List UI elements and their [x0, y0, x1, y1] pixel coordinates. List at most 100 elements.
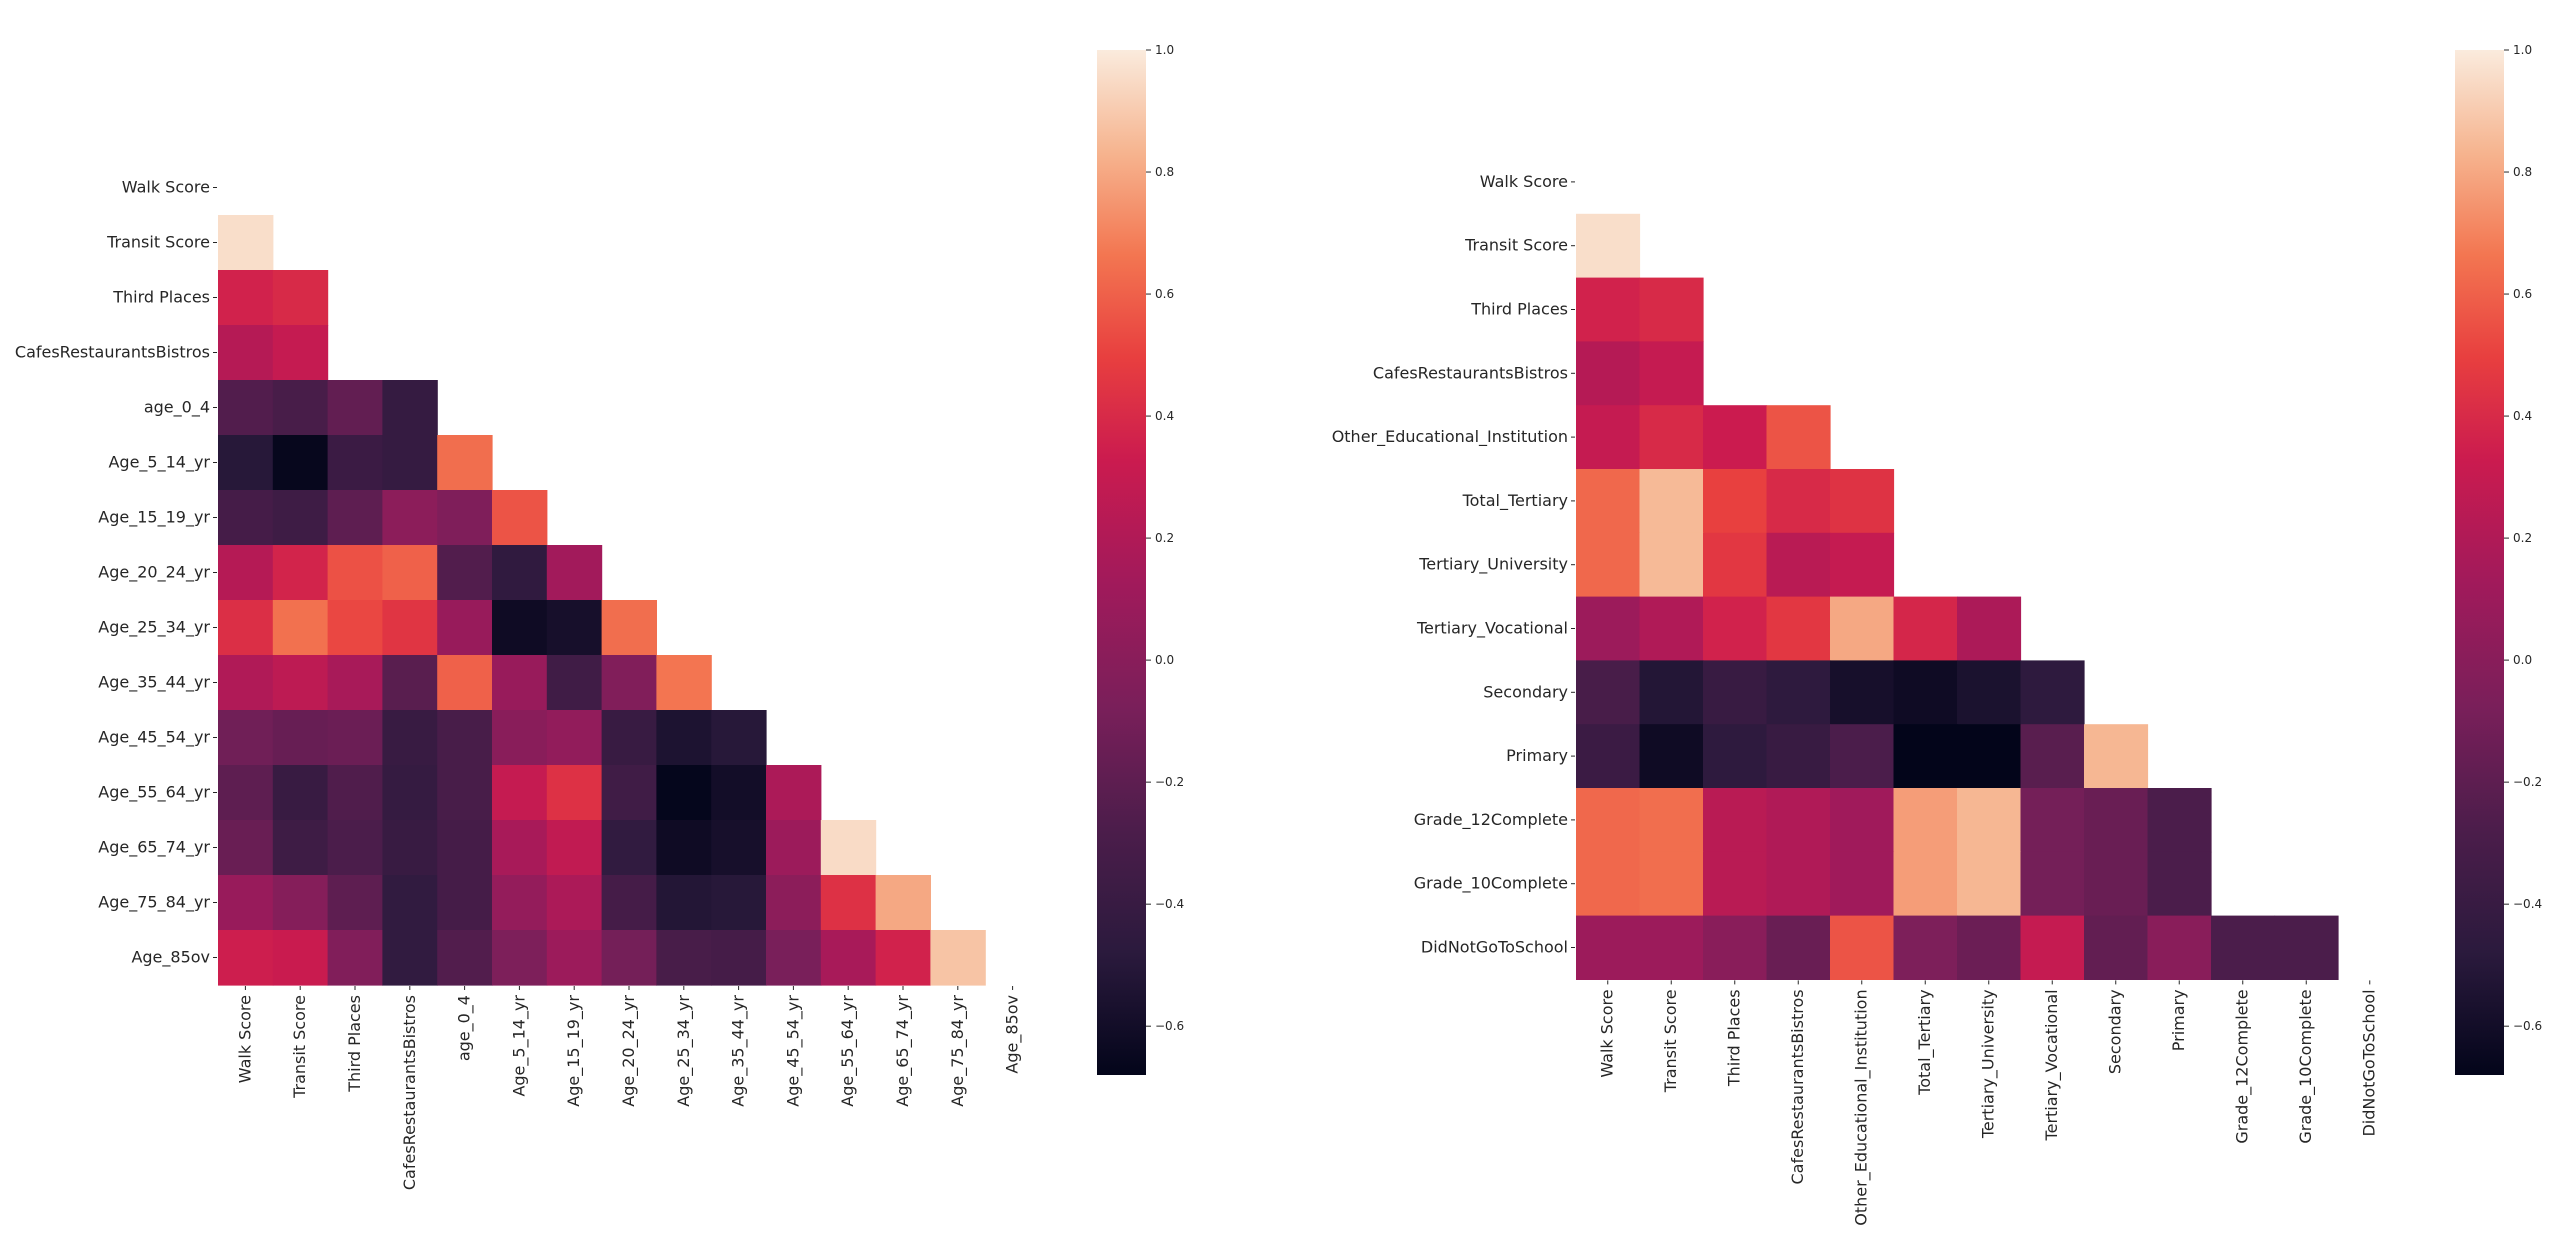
heatmap-cell-didnotgotoschool-cafesrestaurantsbistros [1766, 915, 1831, 980]
col-label-age-45-54-yr: Age_45_54_yr [783, 995, 803, 1107]
heatmap-cell-grade-10complete-primary [2147, 851, 2212, 917]
heatmap-cell-age-35-44-yr-age-25-34-yr [656, 655, 712, 711]
heatmap-cell-age-55-64-yr-third-places [327, 765, 383, 821]
heatmap-cell-age-25-34-yr-third-places [327, 600, 383, 656]
heatmap-cell-grade-12complete-secondary [2084, 788, 2149, 853]
row-label-third-places: Third Places [112, 288, 210, 307]
heatmap-cell-age-75-84-yr-transit-score [272, 875, 329, 931]
heatmap-cell-third-places-walk-score [218, 270, 274, 326]
heatmap-cell-grade-12complete-transit-score [1639, 788, 1704, 853]
heatmap-cell-age-65-74-yr-walk-score [218, 820, 274, 876]
heatmap-cell-age-45-54-yr-age-35-44-yr [711, 710, 767, 766]
heatmap-cell-didnotgotoschool-third-places [1703, 915, 1768, 980]
heatmap-cell-primary-cafesrestaurantsbistros [1766, 724, 1831, 789]
heatmap-cell-age-65-74-yr-age-45-54-yr [766, 820, 822, 876]
row-label-age-55-64-yr: Age_55_64_yr [98, 783, 210, 803]
heatmap-cell-age-25-34-yr-age-5-14-yr [492, 600, 548, 656]
heatmap-cell-age-15-19-yr-transit-score [272, 490, 329, 546]
heatmap-cell-tertiary-university-walk-score [1576, 532, 1641, 598]
heatmap-cell-tertiary-vocational-transit-score [1639, 596, 1704, 661]
heatmap-cell-grade-12complete-tertiary-university [1957, 788, 2022, 853]
heatmap-cell-age-65-74-yr-cafesrestaurantsbistros [382, 820, 438, 876]
heatmap-cell-age-20-24-yr-age-5-14-yr [492, 545, 548, 601]
heatmap-cell-didnotgotoschool-transit-score [1639, 915, 1704, 980]
heatmap-cell-didnotgotoschool-grade-10complete [2274, 915, 2339, 980]
heatmap-cell-didnotgotoschool-secondary [2084, 915, 2149, 980]
heatmap-cell-tertiary-university-third-places [1703, 532, 1768, 598]
heatmap-cell-other-educational-institution-third-places [1703, 405, 1768, 470]
heatmap-cell-age-75-84-yr-third-places [327, 875, 383, 931]
heatmap-cell-age-25-34-yr-age-20-24-yr [601, 600, 657, 656]
heatmap-cell-grade-12complete-tertiary-vocational [2020, 788, 2085, 853]
heatmap-cell-primary-transit-score [1639, 724, 1704, 789]
heatmap-cell-age-5-14-yr-third-places [327, 435, 383, 491]
heatmap-cell-other-educational-institution-cafesrestaurantsbistros [1766, 405, 1831, 470]
col-label-grade-10complete: Grade_10Complete [2296, 989, 2316, 1143]
heatmap-cell-age-55-64-yr-age-0-4 [437, 765, 493, 821]
heatmap-cell-age-75-84-yr-age-65-74-yr [875, 875, 931, 931]
row-label-walk-score: Walk Score [122, 178, 210, 197]
heatmap-cell-grade-12complete-total-tertiary [1893, 788, 1958, 853]
heatmap-cell-grade-10complete-total-tertiary [1893, 851, 1958, 917]
heatmap-cell-age-25-34-yr-walk-score [218, 600, 274, 656]
heatmap-cell-grade-10complete-third-places [1703, 851, 1768, 917]
colorbar-tick-label: 0.8 [1155, 165, 1174, 179]
heatmap-cell-tertiary-vocational-walk-score [1576, 596, 1641, 661]
row-label-secondary: Secondary [1483, 682, 1568, 701]
heatmap-cell-age-20-24-yr-walk-score [218, 545, 274, 601]
col-label-age-15-19-yr: Age_15_19_yr [564, 995, 584, 1107]
heatmap-cell-age-65-74-yr-age-0-4 [437, 820, 493, 876]
heatmap-cell-other-educational-institution-transit-score [1639, 405, 1704, 470]
heatmap-cell-cafesrestaurantsbistros-transit-score [272, 325, 329, 381]
row-label-other-educational-institution: Other_Educational_Institution [1332, 427, 1568, 447]
col-label-age-20-24-yr: Age_20_24_yr [619, 995, 639, 1107]
col-label-primary: Primary [2169, 989, 2188, 1051]
colorbar-tick-label: 0.6 [2513, 287, 2532, 301]
heatmap-cell-age-25-34-yr-cafesrestaurantsbistros [382, 600, 438, 656]
row-label-primary: Primary [1506, 746, 1568, 765]
heatmap-cell-didnotgotoschool-total-tertiary [1893, 915, 1958, 980]
age-correlation-colorbar: 1.0 0.8 0.6 0.4 0.2 0.0 −0.2 −0.4 −0.6 [1097, 43, 1184, 1075]
colorbar-tick-label: 0.0 [2513, 653, 2532, 667]
heatmap-cell-age-55-64-yr-age-35-44-yr [711, 765, 767, 821]
colorbar-tick-label: 0.2 [1155, 531, 1174, 545]
row-label-transit-score: Transit Score [106, 233, 210, 252]
heatmap-cell-age-45-54-yr-age-25-34-yr [656, 710, 712, 766]
heatmap-cell-grade-10complete-cafesrestaurantsbistros [1766, 851, 1831, 917]
heatmap-cell-age-85ov-age-35-44-yr [711, 930, 767, 986]
heatmap-cell-age-55-64-yr-age-45-54-yr [766, 765, 822, 821]
heatmap-cell-didnotgotoschool-tertiary-university [1957, 915, 2022, 980]
heatmap-cell-didnotgotoschool-other-educational-institution [1830, 915, 1895, 980]
heatmap-cell-didnotgotoschool-walk-score [1576, 915, 1641, 980]
col-label-grade-12complete: Grade_12Complete [2233, 989, 2253, 1143]
colorbar-gradient [1097, 50, 1146, 1075]
col-label-age-5-14-yr: Age_5_14_yr [509, 995, 529, 1097]
colorbar-tick-label: −0.6 [1155, 1019, 1184, 1033]
heatmap-cell-age-75-84-yr-age-0-4 [437, 875, 493, 931]
heatmap-cell-age-85ov-cafesrestaurantsbistros [382, 930, 438, 986]
heatmap-cell-age-45-54-yr-cafesrestaurantsbistros [382, 710, 438, 766]
col-label-transit-score: Transit Score [1661, 989, 1680, 1093]
heatmap-cell-grade-10complete-secondary [2084, 851, 2149, 917]
heatmap-cell-tertiary-vocational-other-educational-institution [1830, 596, 1895, 661]
heatmap-cell-age-75-84-yr-age-25-34-yr [656, 875, 712, 931]
heatmap-cell-age-15-19-yr-walk-score [218, 490, 274, 546]
heatmap-cell-grade-12complete-walk-score [1576, 788, 1641, 853]
heatmap-cell-age-35-44-yr-cafesrestaurantsbistros [382, 655, 438, 711]
heatmap-cell-age-65-74-yr-age-15-19-yr [546, 820, 603, 876]
row-label-age-45-54-yr: Age_45_54_yr [98, 728, 210, 748]
row-label-age-25-34-yr: Age_25_34_yr [98, 618, 210, 638]
heatmap-cell-age-15-19-yr-cafesrestaurantsbistros [382, 490, 438, 546]
heatmap-cell-age-45-54-yr-age-0-4 [437, 710, 493, 766]
heatmap-cell-grade-12complete-primary [2147, 788, 2212, 853]
heatmap-cell-secondary-walk-score [1576, 660, 1641, 725]
colorbar-tick-label: 0.4 [2513, 409, 2532, 423]
heatmap-cell-age-0-4-cafesrestaurantsbistros [382, 380, 438, 436]
heatmap-cell-age-55-64-yr-age-5-14-yr [492, 765, 548, 821]
heatmap-cell-grade-12complete-cafesrestaurantsbistros [1766, 788, 1831, 853]
heatmap-cell-tertiary-university-cafesrestaurantsbistros [1766, 532, 1831, 598]
heatmap-cell-age-15-19-yr-age-0-4 [437, 490, 493, 546]
colorbar-tick-label: −0.4 [2513, 897, 2542, 911]
education-correlation-colorbar: 1.0 0.8 0.6 0.4 0.2 0.0 −0.2 −0.4 −0.6 [2455, 43, 2542, 1075]
